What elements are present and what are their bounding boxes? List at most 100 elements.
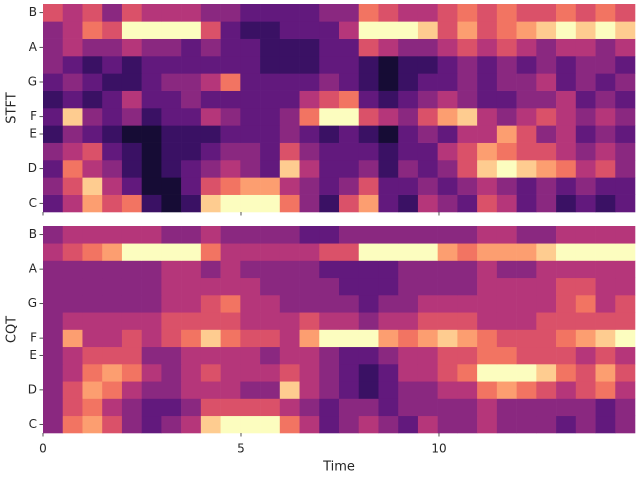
heat-cell (339, 73, 360, 91)
heat-cell (575, 346, 596, 365)
heat-cell (62, 398, 83, 417)
heat-cell (358, 4, 379, 22)
heat-cell (43, 108, 64, 126)
heat-cell (556, 243, 577, 261)
heat-cell (477, 108, 498, 126)
heat-cell (398, 329, 419, 348)
heat-cell (417, 312, 438, 330)
heat-cell (121, 415, 142, 434)
heat-cell (121, 125, 142, 143)
heat-cell (457, 160, 478, 178)
heat-cell (299, 160, 320, 178)
heat-cell (62, 381, 83, 399)
heat-cell (200, 108, 221, 126)
heat-cell (240, 56, 261, 74)
heat-cell (200, 277, 221, 296)
heat-cell (82, 142, 103, 161)
heat-cell (516, 398, 537, 417)
heat-cell (299, 329, 320, 348)
heat-cell (378, 260, 399, 279)
heat-cell (536, 243, 557, 261)
heat-cell (220, 73, 241, 91)
heat-cell (417, 346, 438, 365)
heat-cell (417, 329, 438, 348)
heat-cell (121, 277, 142, 296)
heat-cell (437, 295, 458, 313)
heat-cell (417, 160, 438, 178)
heat-cell (141, 295, 162, 313)
heat-cell (575, 125, 596, 143)
heat-cell (220, 398, 241, 417)
heat-cell (62, 243, 83, 261)
heat-cell (595, 243, 616, 261)
heat-cell (477, 142, 498, 161)
heat-cell (556, 90, 577, 109)
heat-cell (240, 226, 261, 244)
heat-cell (62, 346, 83, 365)
heat-cell (615, 381, 636, 399)
heat-cell (595, 142, 616, 161)
heat-cell (82, 56, 103, 74)
heat-cell (260, 381, 281, 399)
heat-cell (437, 177, 458, 195)
heat-cell (556, 4, 577, 22)
heat-cell (575, 142, 596, 161)
heat-cell (615, 346, 636, 365)
heat-cell (260, 346, 281, 365)
heat-cell (398, 73, 419, 91)
heat-cell (437, 108, 458, 126)
heat-cell (556, 381, 577, 399)
heat-cell (260, 56, 281, 74)
heat-cell (437, 260, 458, 279)
heat-cell (260, 226, 281, 244)
heat-cell (358, 108, 379, 126)
heat-cell (181, 329, 202, 348)
heat-cell (595, 312, 616, 330)
heat-cell (43, 56, 64, 74)
heat-cell (536, 226, 557, 244)
heat-cell (358, 38, 379, 57)
heat-cell (595, 56, 616, 74)
heat-cell (595, 398, 616, 417)
heat-cell (358, 312, 379, 330)
heat-cell (43, 90, 64, 109)
heat-cell (516, 226, 537, 244)
heat-cell (358, 398, 379, 417)
heat-cell (575, 415, 596, 434)
heat-cell (536, 194, 557, 213)
heat-cell (82, 4, 103, 22)
heat-cell (378, 38, 399, 57)
heat-cell (62, 38, 83, 57)
heat-cell (200, 312, 221, 330)
heat-cell (220, 177, 241, 195)
heat-cell (516, 125, 537, 143)
heat-cell (457, 73, 478, 91)
heat-cell (615, 73, 636, 91)
heat-cell (43, 312, 64, 330)
heat-cell (575, 243, 596, 261)
heat-cell (378, 415, 399, 434)
heat-cell (595, 295, 616, 313)
heat-cell (477, 243, 498, 261)
heat-cell (516, 38, 537, 57)
heat-cell (615, 226, 636, 244)
heat-cell (477, 226, 498, 244)
heat-cell (82, 312, 103, 330)
heat-cell (319, 381, 340, 399)
heat-cell (299, 364, 320, 382)
heat-cell (299, 260, 320, 279)
heat-cell (82, 21, 103, 39)
heat-cell (358, 177, 379, 195)
heat-cell (477, 4, 498, 22)
heat-cell (260, 125, 281, 143)
heat-cell (556, 295, 577, 313)
heat-cell (398, 381, 419, 399)
heat-cell (496, 364, 517, 382)
heat-cell (319, 125, 340, 143)
heat-cell (220, 4, 241, 22)
heat-cell (161, 295, 182, 313)
heat-cell (43, 194, 64, 213)
heat-cell (556, 194, 577, 213)
heat-cell (161, 108, 182, 126)
heat-cell (82, 226, 103, 244)
